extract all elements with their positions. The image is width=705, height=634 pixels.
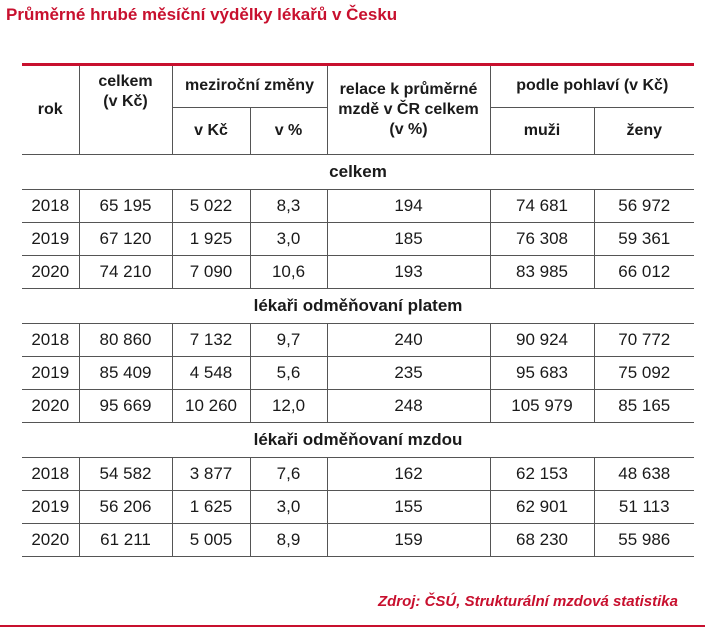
cell-zmena-kc: 7 090 — [171, 255, 250, 289]
cell-celkem: 61 211 — [78, 523, 172, 557]
section-title: lékaři odměňovaní mzdou — [22, 422, 695, 458]
cell-relace: 248 — [326, 389, 490, 423]
cell-zmena-pct: 3,0 — [249, 222, 327, 256]
cell-zmena-pct: 7,6 — [249, 457, 327, 491]
cell-zmena-kc: 4 548 — [171, 356, 250, 390]
cell-zmena-kc: 7 132 — [171, 323, 250, 357]
cell-zmena-pct: 10,6 — [249, 255, 327, 289]
cell-muzi: 62 901 — [489, 490, 594, 524]
top-red-rule — [22, 63, 694, 66]
cell-muzi: 83 985 — [489, 255, 594, 289]
cell-relace: 159 — [326, 523, 490, 557]
cell-zmena-kc: 1 925 — [171, 222, 250, 256]
cell-zmena-pct: 12,0 — [249, 389, 327, 423]
header-pohlavi: podle pohlaví (v Kč) — [489, 66, 695, 108]
section-title: celkem — [22, 154, 695, 190]
cell-muzi: 105 979 — [489, 389, 594, 423]
cell-celkem: 54 582 — [78, 457, 172, 491]
table-row: 2019 56 206 1 625 3,0 155 62 901 51 113 — [22, 490, 695, 524]
section-title: lékaři odměňovaní platem — [22, 288, 695, 324]
cell-year: 2018 — [22, 457, 79, 491]
cell-zeny: 48 638 — [593, 457, 695, 491]
earnings-table: rok celkem (v Kč) meziroční změny relace… — [22, 66, 695, 557]
cell-muzi: 68 230 — [489, 523, 594, 557]
cell-relace: 194 — [326, 189, 490, 223]
cell-relace: 155 — [326, 490, 490, 524]
header-celkem: celkem (v Kč) — [78, 66, 172, 155]
header-mezirocni: meziroční změny — [171, 66, 327, 108]
cell-zmena-pct: 8,9 — [249, 523, 327, 557]
cell-zmena-kc: 5 005 — [171, 523, 250, 557]
header-zeny: ženy — [593, 107, 695, 156]
header-v-kc: v Kč — [171, 107, 250, 156]
cell-zeny: 56 972 — [593, 189, 695, 223]
table-row: 2018 80 860 7 132 9,7 240 90 924 70 772 — [22, 323, 695, 357]
header-muzi: muži — [489, 107, 594, 156]
cell-zmena-pct: 8,3 — [249, 189, 327, 223]
cell-relace: 193 — [326, 255, 490, 289]
cell-zmena-pct: 3,0 — [249, 490, 327, 524]
cell-celkem: 74 210 — [78, 255, 172, 289]
cell-year: 2019 — [22, 222, 79, 256]
cell-zeny: 55 986 — [593, 523, 695, 557]
cell-celkem: 56 206 — [78, 490, 172, 524]
cell-relace: 235 — [326, 356, 490, 390]
cell-zeny: 70 772 — [593, 323, 695, 357]
cell-muzi: 76 308 — [489, 222, 594, 256]
table-row: 2018 65 195 5 022 8,3 194 74 681 56 972 — [22, 189, 695, 223]
cell-relace: 185 — [326, 222, 490, 256]
cell-muzi: 90 924 — [489, 323, 594, 357]
cell-zmena-kc: 3 877 — [171, 457, 250, 491]
table-row: 2020 61 211 5 005 8,9 159 68 230 55 986 — [22, 523, 695, 557]
header-v-pct: v % — [249, 107, 327, 156]
cell-zeny: 59 361 — [593, 222, 695, 256]
cell-celkem: 65 195 — [78, 189, 172, 223]
bottom-red-rule — [0, 625, 705, 627]
cell-celkem: 85 409 — [78, 356, 172, 390]
table-row: 2020 95 669 10 260 12,0 248 105 979 85 1… — [22, 389, 695, 423]
cell-zeny: 85 165 — [593, 389, 695, 423]
header-relace: relace k průměrné mzdě v ČR celkem (v %) — [326, 66, 490, 155]
cell-year: 2019 — [22, 356, 79, 390]
cell-zmena-pct: 5,6 — [249, 356, 327, 390]
cell-zeny: 51 113 — [593, 490, 695, 524]
cell-muzi: 74 681 — [489, 189, 594, 223]
source-note: Zdroj: ČSÚ, Strukturální mzdová statisti… — [377, 593, 678, 610]
table-row: 2018 54 582 3 877 7,6 162 62 153 48 638 — [22, 457, 695, 491]
table-row: 2020 74 210 7 090 10,6 193 83 985 66 012 — [22, 255, 695, 289]
table-row: 2019 67 120 1 925 3,0 185 76 308 59 361 — [22, 222, 695, 256]
page-title: Průměrné hrubé měsíční výdělky lékařů v … — [6, 5, 398, 24]
cell-zmena-pct: 9,7 — [249, 323, 327, 357]
cell-celkem: 67 120 — [78, 222, 172, 256]
cell-zmena-kc: 5 022 — [171, 189, 250, 223]
cell-year: 2020 — [22, 255, 79, 289]
cell-muzi: 95 683 — [489, 356, 594, 390]
cell-zeny: 75 092 — [593, 356, 695, 390]
cell-relace: 240 — [326, 323, 490, 357]
cell-celkem: 95 669 — [78, 389, 172, 423]
cell-year: 2020 — [22, 523, 79, 557]
cell-celkem: 80 860 — [78, 323, 172, 357]
table-row: 2019 85 409 4 548 5,6 235 95 683 75 092 — [22, 356, 695, 390]
cell-year: 2019 — [22, 490, 79, 524]
cell-muzi: 62 153 — [489, 457, 594, 491]
header-rok: rok — [22, 66, 79, 155]
cell-year: 2018 — [22, 189, 79, 223]
cell-zmena-kc: 10 260 — [171, 389, 250, 423]
cell-zmena-kc: 1 625 — [171, 490, 250, 524]
cell-zeny: 66 012 — [593, 255, 695, 289]
cell-year: 2020 — [22, 389, 79, 423]
cell-relace: 162 — [326, 457, 490, 491]
cell-year: 2018 — [22, 323, 79, 357]
